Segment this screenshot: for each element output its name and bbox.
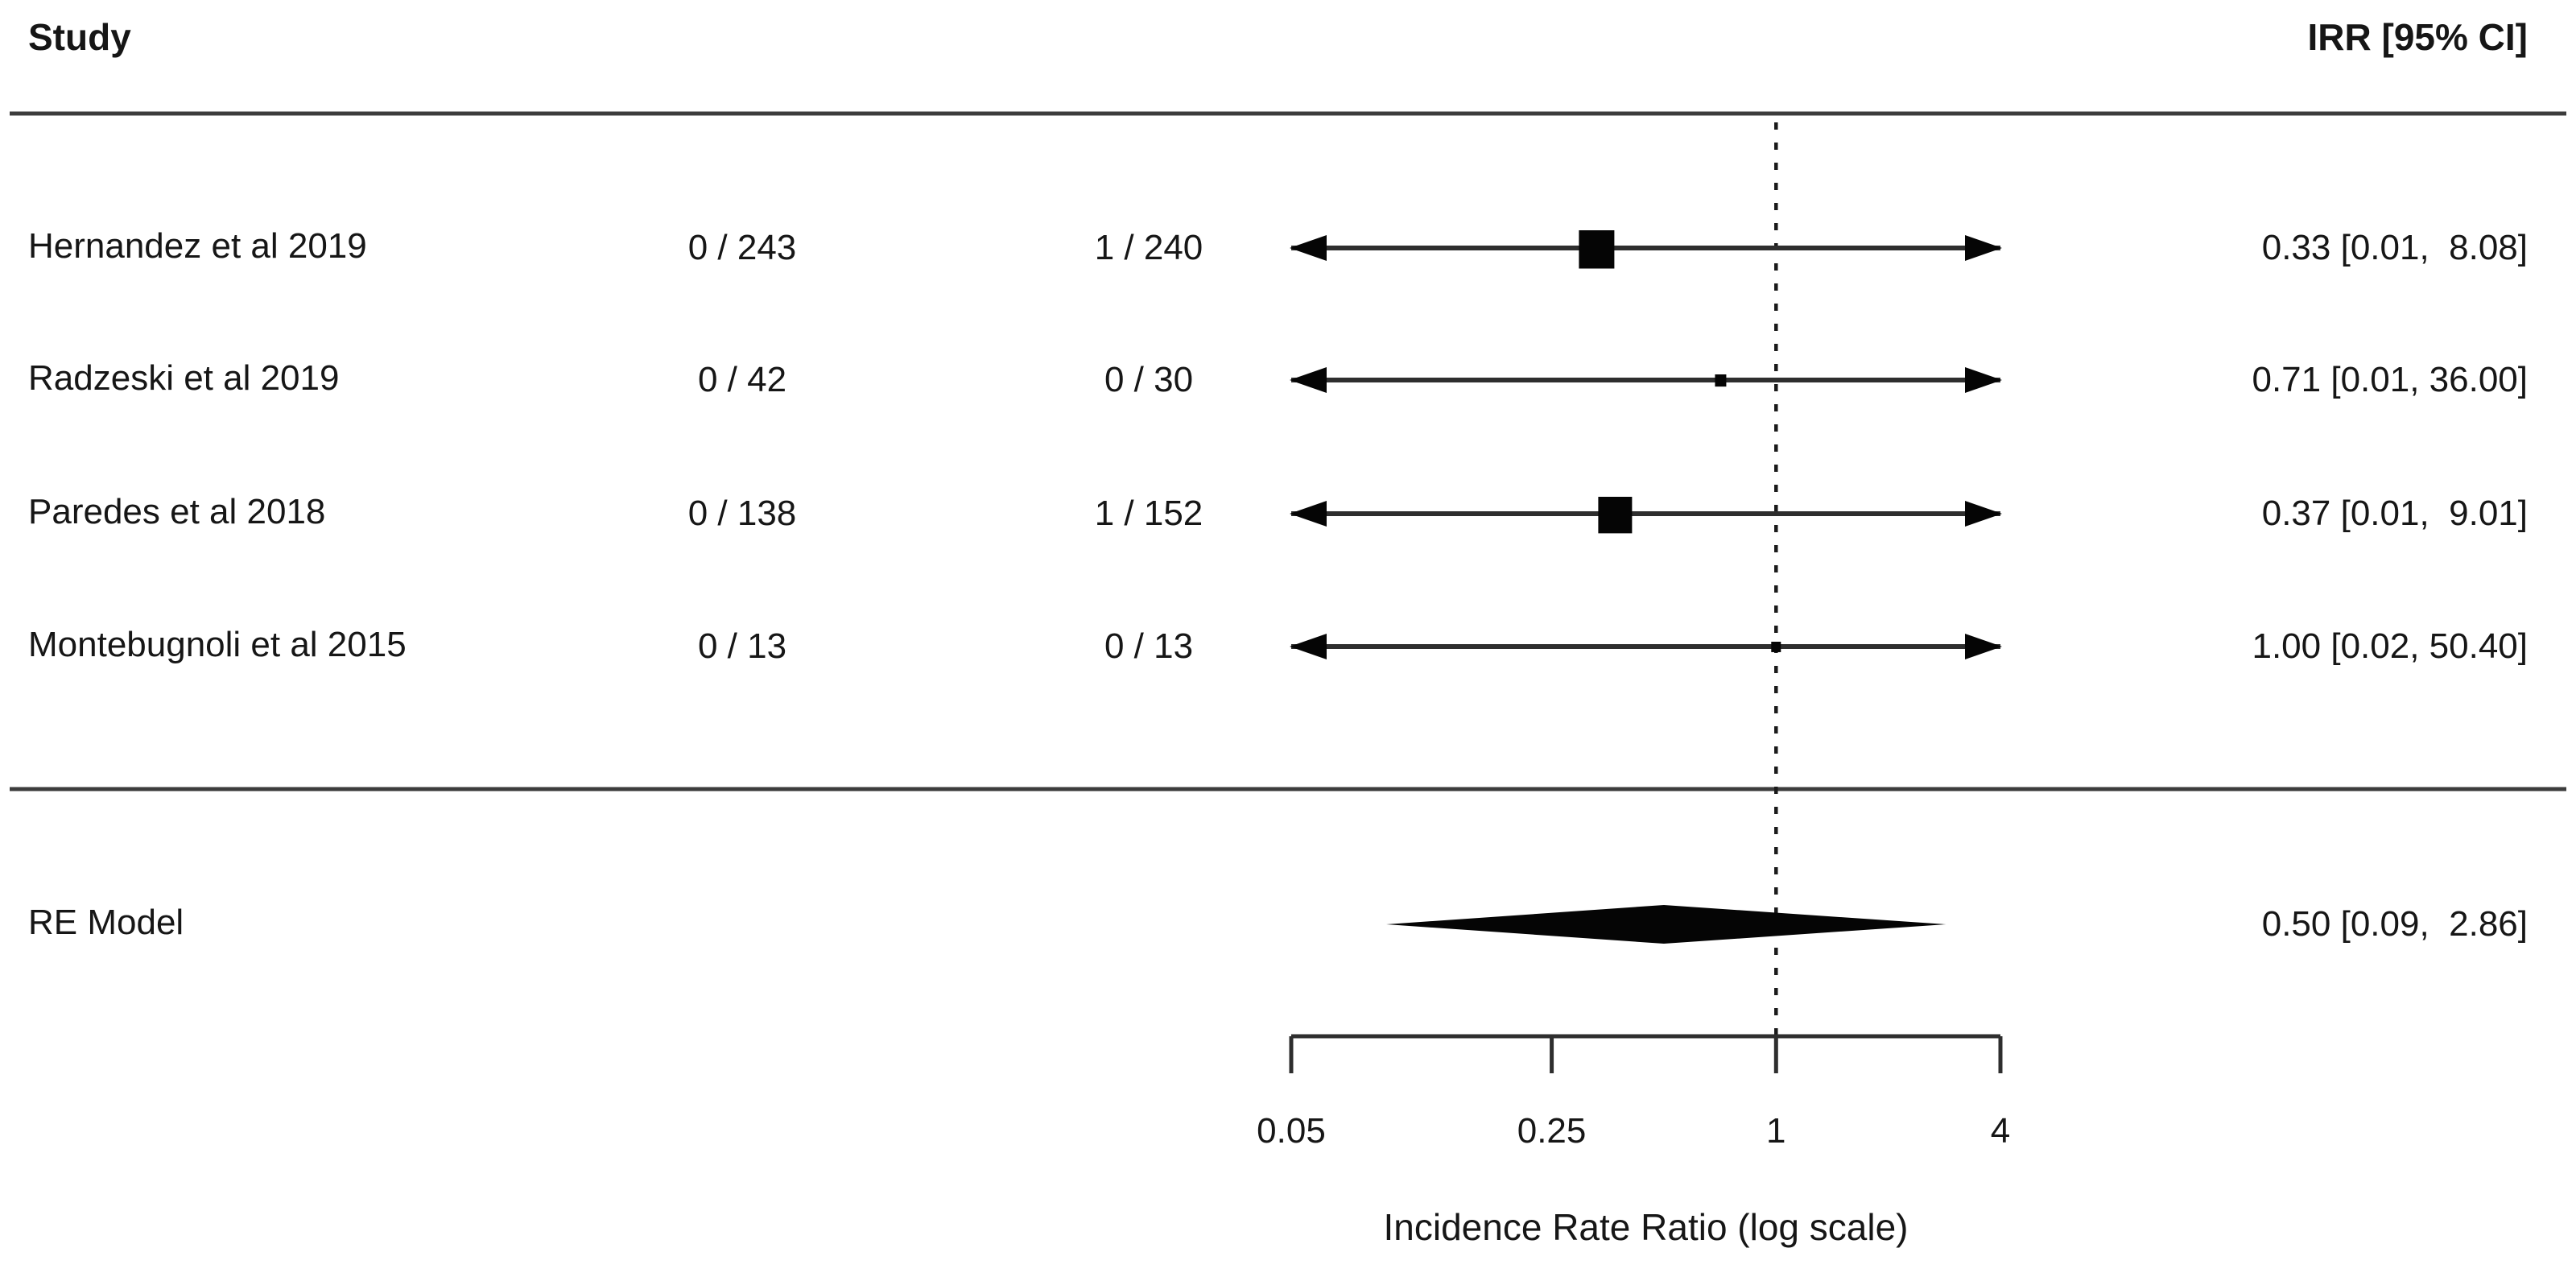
- ci-arrow-right: [1965, 634, 2002, 659]
- effect-annotation: 0.71 [0.01, 36.00]: [2252, 360, 2528, 399]
- events-group1: 0 / 243: [687, 228, 797, 267]
- ci-arrow-right: [1965, 501, 2002, 527]
- events-group2: 1 / 152: [1094, 494, 1203, 533]
- x-axis-tick-label: 4: [1990, 1111, 2011, 1151]
- x-axis-tick-label: 1: [1766, 1111, 1786, 1151]
- x-axis-tick-label: 0.05: [1257, 1111, 1326, 1151]
- summary-annotation: 0.50 [0.09, 2.86]: [2261, 904, 2528, 944]
- effect-annotation: 0.33 [0.01, 8.08]: [2261, 228, 2528, 267]
- ci-arrow-right: [1965, 235, 2002, 261]
- study-column-header: Study: [28, 16, 131, 58]
- events-group1: 0 / 13: [697, 626, 787, 666]
- ci-arrow-left: [1290, 501, 1327, 527]
- summary-label: RE Model: [28, 903, 184, 942]
- point-estimate-marker: [1579, 230, 1615, 269]
- x-axis-title: Incidence Rate Ratio (log scale): [1383, 1206, 1909, 1248]
- point-estimate-marker: [1715, 374, 1727, 387]
- study-label: Paredes et al 2018: [28, 492, 326, 531]
- events-group1: 0 / 42: [697, 360, 787, 399]
- ci-arrow-right: [1965, 367, 2002, 393]
- ci-arrow-left: [1290, 367, 1327, 393]
- effect-column-header: IRR [95% CI]: [2307, 16, 2528, 58]
- events-group2: 1 / 240: [1094, 228, 1203, 267]
- point-estimate-marker: [1598, 497, 1633, 534]
- events-group2: 0 / 13: [1104, 626, 1194, 666]
- x-axis-tick-label: 0.25: [1517, 1111, 1587, 1151]
- study-label: Radzeski et al 2019: [28, 358, 340, 398]
- ci-arrow-left: [1290, 235, 1327, 261]
- study-label: Hernandez et al 2019: [28, 226, 367, 266]
- events-group1: 0 / 138: [687, 494, 797, 533]
- ci-arrow-left: [1290, 634, 1327, 659]
- effect-annotation: 0.37 [0.01, 9.01]: [2261, 494, 2528, 533]
- point-estimate-marker: [1771, 642, 1781, 652]
- events-group2: 0 / 30: [1104, 360, 1194, 399]
- effect-annotation: 1.00 [0.02, 50.40]: [2252, 626, 2528, 666]
- study-label: Montebugnoli et al 2015: [28, 625, 407, 664]
- summary-diamond: [1386, 905, 1946, 944]
